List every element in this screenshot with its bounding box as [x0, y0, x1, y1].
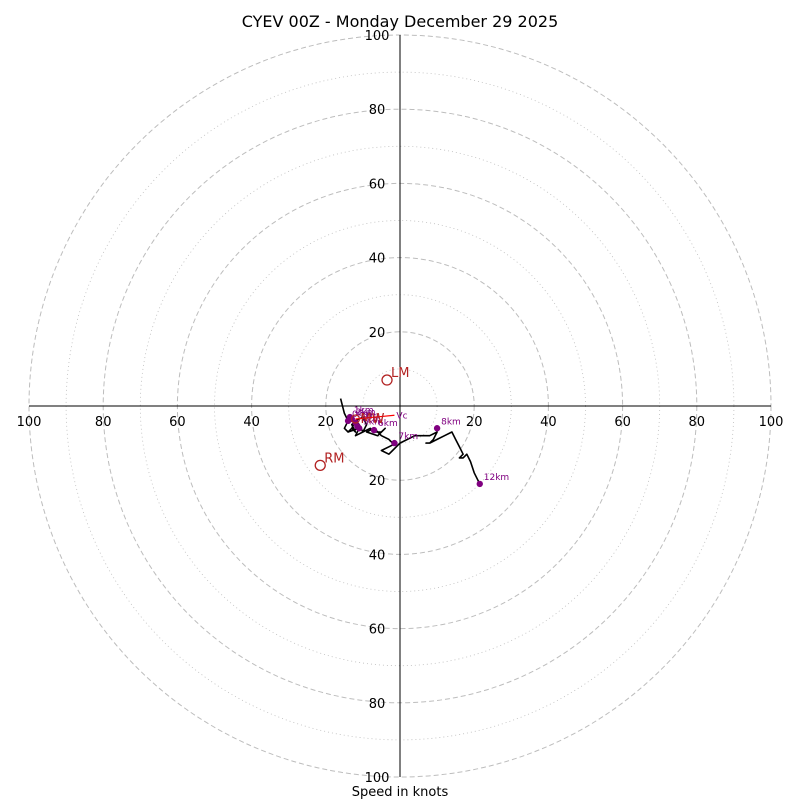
height-dot-12km — [476, 480, 483, 488]
y-tick-top-20: 20 — [369, 326, 386, 341]
y-tick-bottom-80: 80 — [369, 697, 386, 712]
y-tick-top-40: 40 — [369, 252, 386, 267]
height-marker-6km: 6km — [370, 419, 398, 434]
height-label-5km: 5km — [363, 417, 383, 427]
height-label-0km: 0km — [352, 410, 372, 420]
height-dot-5km — [355, 425, 363, 432]
storm-motion-markers: Vc RM LM MW — [314, 366, 409, 472]
chart-title: CYEV 00Z - Monday December 29 2025 — [242, 12, 559, 31]
height-label-3km: 3km — [359, 412, 379, 422]
height-marker-8km: 8km — [433, 417, 461, 432]
x-tick-right-40: 40 — [540, 415, 557, 430]
storm-label-MW: MW — [360, 412, 384, 427]
axes — [29, 35, 771, 777]
x-tick-right-20: 20 — [466, 415, 483, 430]
height-dot-8km — [433, 425, 441, 432]
height-marker-5km: 5km — [355, 417, 383, 432]
height-label-12km: 12km — [484, 473, 509, 483]
storm-marker-RM — [314, 459, 326, 472]
storm-label-vc: Vc — [396, 411, 407, 421]
height-label-7km: 7km — [398, 432, 418, 442]
y-tick-bottom-20: 20 — [369, 474, 386, 489]
shear-vector-line — [355, 414, 395, 420]
height-marker-7km: 7km — [391, 432, 418, 447]
y-tick-top-80: 80 — [369, 103, 386, 118]
x-tick-right-100: 100 — [759, 415, 784, 430]
y-tick-bottom-40: 40 — [369, 548, 386, 563]
height-label-2km: 2km — [356, 408, 376, 418]
storm-label-RM: RM — [324, 451, 344, 466]
height-marker-12km: 12km — [476, 473, 509, 488]
x-axis-label: Speed in knots — [352, 785, 449, 800]
height-label-4km: 4km — [361, 415, 381, 425]
x-tick-left-20: 20 — [318, 415, 335, 430]
x-tick-right-80: 80 — [689, 415, 706, 430]
height-label-1km: 1km — [354, 406, 374, 416]
storm-marker-MW — [350, 414, 361, 424]
height-dot-6km — [370, 426, 378, 434]
x-tick-left-80: 80 — [95, 415, 112, 430]
storm-label-LM: LM — [391, 366, 409, 381]
y-tick-bottom-100: 100 — [365, 771, 390, 786]
y-tick-top-60: 60 — [369, 177, 386, 192]
tick-labels: 100 80 60 40 20 20 40 60 80 100 100 80 60 40 20 20 40 60 8… — [17, 29, 784, 786]
x-tick-left-40: 40 — [243, 415, 260, 430]
storm-marker-LM — [381, 374, 393, 386]
y-tick-top-100: 100 — [365, 29, 390, 44]
x-tick-left-60: 60 — [169, 415, 186, 430]
x-tick-right-60: 60 — [614, 415, 631, 430]
height-label-8km: 8km — [441, 417, 461, 427]
x-tick-left-100: 100 — [17, 415, 42, 430]
y-tick-bottom-60: 60 — [369, 623, 386, 638]
height-dot-7km — [391, 439, 398, 447]
height-label-6km: 6km — [378, 419, 398, 429]
